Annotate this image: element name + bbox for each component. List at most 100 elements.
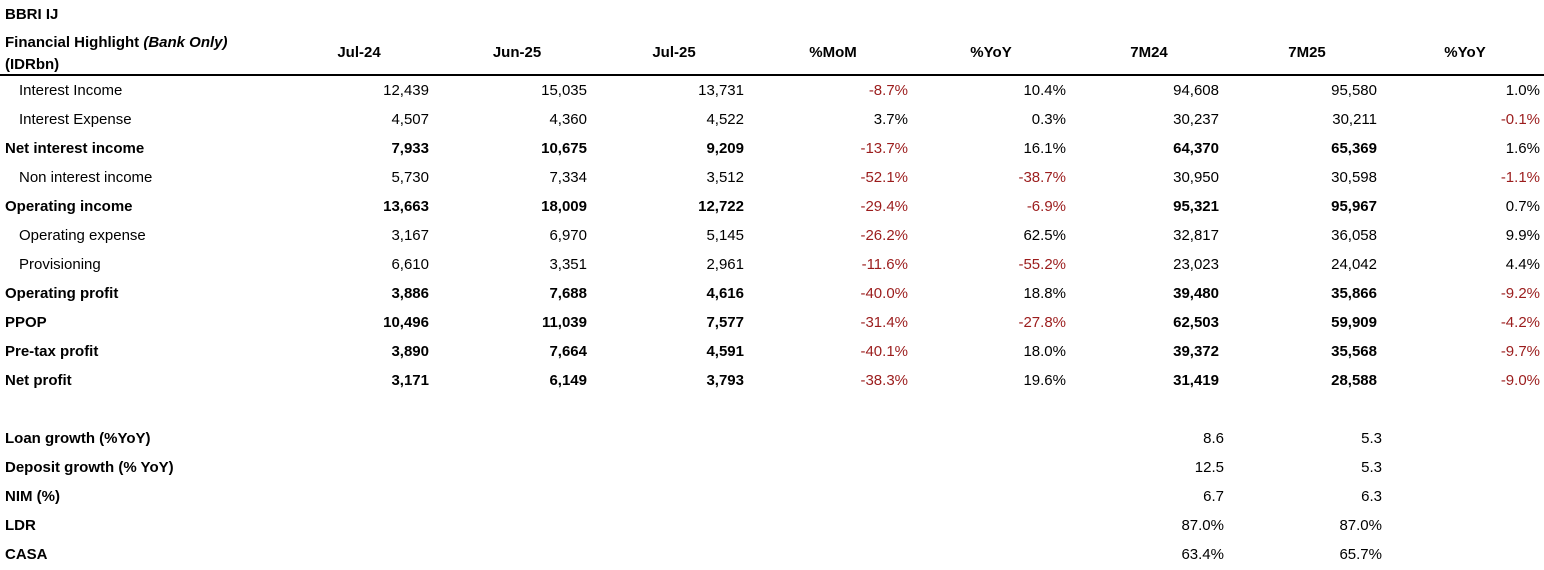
header-divider xyxy=(0,74,1544,76)
column-header-7m25: 7M25 xyxy=(1288,44,1326,61)
row-label: Pre-tax profit xyxy=(5,343,99,360)
metric-cell: 6.3 xyxy=(1361,488,1382,505)
row-label: Interest Income xyxy=(19,82,123,99)
table-cell: 39,372 xyxy=(1173,343,1219,360)
table-row: Net profit 3,171 6,149 3,793 -38.3% 19.6% 31,4… xyxy=(0,367,1544,396)
table-title-scope: (Bank Only) xyxy=(143,34,228,51)
table-cell: 7,577 xyxy=(706,314,744,331)
table-cell: 9.9% xyxy=(1505,227,1540,244)
metric-label: Deposit growth (% YoY) xyxy=(5,459,174,476)
table-cell: 7,688 xyxy=(549,285,587,302)
row-label: Provisioning xyxy=(19,256,101,273)
table-cell: -9.7% xyxy=(1500,343,1540,360)
table-row: Operating income 13,663 18,009 12,722 -29.4%… xyxy=(0,193,1544,222)
table-cell: 3.7% xyxy=(873,111,908,128)
metric-row: LDR 87.0% 87.0% xyxy=(0,512,1544,541)
table-cell: -1.1% xyxy=(1500,169,1540,186)
column-header-yoy: %YoY xyxy=(970,44,1012,61)
table-cell: -26.2% xyxy=(860,227,908,244)
metric-label: Loan growth (%YoY) xyxy=(5,430,151,447)
ticker-label: BBRI IJ xyxy=(5,6,59,23)
table-cell: 12,439 xyxy=(383,82,429,99)
table-cell: 4,360 xyxy=(549,111,587,128)
table-cell: 1.0% xyxy=(1505,82,1540,99)
table-cell: 35,568 xyxy=(1331,343,1377,360)
table-cell: 7,334 xyxy=(549,169,587,186)
table-cell: -38.3% xyxy=(860,372,908,389)
metric-label: CASA xyxy=(5,546,48,563)
table-cell: 18.8% xyxy=(1023,285,1066,302)
table-cell: -9.2% xyxy=(1500,285,1540,302)
table-cell: 19.6% xyxy=(1023,372,1066,389)
table-cell: 30,211 xyxy=(1332,111,1377,128)
table-row: Provisioning 6,610 3,351 2,961 -11.6% -55.2% 2… xyxy=(0,251,1544,280)
table-cell: 7,933 xyxy=(391,140,429,157)
table-cell: 30,237 xyxy=(1173,111,1219,128)
table-cell: 4.4% xyxy=(1505,256,1540,273)
table-row: Operating profit 3,886 7,688 4,616 -40.0% 18.… xyxy=(0,280,1544,309)
metric-cell: 8.6 xyxy=(1203,430,1224,447)
metric-cell: 5.3 xyxy=(1361,430,1382,447)
table-cell: 4,507 xyxy=(391,111,429,128)
table-cell: 3,512 xyxy=(706,169,744,186)
table-cell: -31.4% xyxy=(860,314,908,331)
table-cell: 9,209 xyxy=(706,140,744,157)
table-cell: 6,149 xyxy=(549,372,587,389)
column-header-jul-25: Jul-25 xyxy=(652,44,696,61)
table-cell: 10.4% xyxy=(1023,82,1066,99)
metric-cell: 5.3 xyxy=(1361,459,1382,476)
column-header-jul-24: Jul-24 xyxy=(337,44,381,61)
table-title-main: Financial Highlight xyxy=(5,34,144,51)
row-label: Net profit xyxy=(5,372,72,389)
table-row: Pre-tax profit 3,890 7,664 4,591 -40.1% 18.0%… xyxy=(0,338,1544,367)
table-row: Operating expense 3,167 6,970 5,145 -26.2% 62… xyxy=(0,222,1544,251)
table-cell: 5,145 xyxy=(706,227,744,244)
row-label: Net interest income xyxy=(5,140,145,157)
table-cell: 4,616 xyxy=(706,285,744,302)
table-cell: 18,009 xyxy=(541,198,587,215)
table-cell: 6,970 xyxy=(549,227,587,244)
table-cell: -9.0% xyxy=(1500,372,1540,389)
table-cell: -13.7% xyxy=(860,140,908,157)
table-cell: 4,591 xyxy=(706,343,744,360)
column-header-jun-25: Jun-25 xyxy=(492,44,542,61)
table-cell: -40.1% xyxy=(860,343,908,360)
metric-row: CASA 63.4% 65.7% xyxy=(0,541,1544,570)
table-cell: 3,886 xyxy=(391,285,429,302)
row-label: Interest Expense xyxy=(19,111,132,128)
table-cell: 39,480 xyxy=(1173,285,1219,302)
metric-label: NIM (%) xyxy=(5,488,60,505)
table-cell: -27.8% xyxy=(1018,314,1066,331)
table-cell: 94,608 xyxy=(1173,82,1219,99)
table-cell: 3,351 xyxy=(549,256,587,273)
metric-cell: 63.4% xyxy=(1181,546,1224,563)
table-cell: 95,580 xyxy=(1331,82,1377,99)
metric-cell: 6.7 xyxy=(1203,488,1224,505)
metric-cell: 87.0% xyxy=(1339,517,1382,534)
table-cell: -55.2% xyxy=(1018,256,1066,273)
table-cell: 3,171 xyxy=(391,372,429,389)
table-cell: -52.1% xyxy=(860,169,908,186)
metric-cell: 65.7% xyxy=(1339,546,1382,563)
table-title-unit: (IDRbn) xyxy=(5,56,60,73)
table-cell: 4,522 xyxy=(706,111,744,128)
table-cell: 59,909 xyxy=(1331,314,1377,331)
table-cell: 62,503 xyxy=(1173,314,1219,331)
metric-row: NIM (%) 6.7 6.3 xyxy=(0,483,1544,512)
table-cell: 30,598 xyxy=(1331,169,1377,186)
table-cell: 2,961 xyxy=(706,256,744,273)
table-cell: 6,610 xyxy=(391,256,429,273)
column-header-mom: %MoM xyxy=(809,44,857,61)
metric-label: LDR xyxy=(5,517,36,534)
table-cell: 64,370 xyxy=(1173,140,1219,157)
row-label: PPOP xyxy=(5,314,47,331)
table-cell: 24,042 xyxy=(1331,256,1377,273)
table-cell: -8.7% xyxy=(868,82,908,99)
column-header-7m24: 7M24 xyxy=(1130,44,1168,61)
table-cell: 62.5% xyxy=(1023,227,1066,244)
table-cell: 1.6% xyxy=(1505,140,1540,157)
table-row: Interest Income 12,439 15,035 13,731 -8.7% 10… xyxy=(0,77,1544,106)
table-cell: 3,167 xyxy=(391,227,429,244)
table-cell: 31,419 xyxy=(1173,372,1219,389)
table-row: PPOP 10,496 11,039 7,577 -31.4% -27.8% 62,503 5… xyxy=(0,309,1544,338)
